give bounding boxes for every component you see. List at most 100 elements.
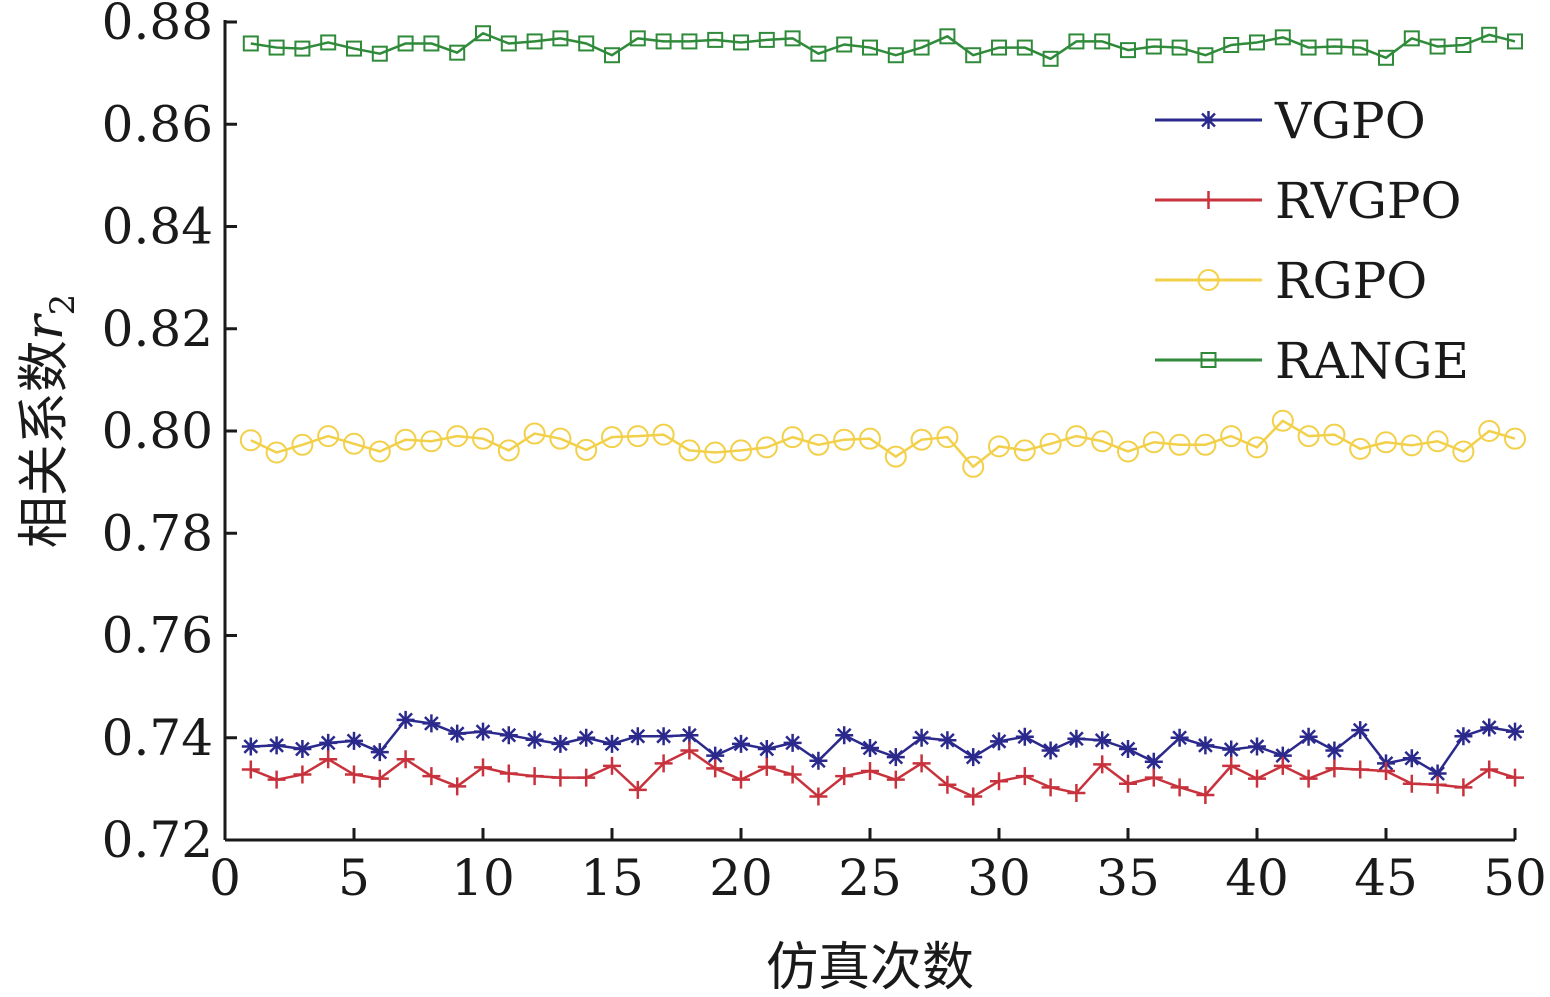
data-point (962, 455, 985, 478)
data-point (1428, 775, 1447, 794)
data-point (783, 765, 802, 784)
data-point (704, 441, 727, 464)
data-point (1507, 33, 1523, 50)
x-tick-label: 35 (1096, 849, 1160, 907)
data-point (732, 734, 750, 753)
data-point (1428, 764, 1447, 783)
series-line (250, 749, 1516, 798)
data-point (1299, 727, 1318, 746)
data-point (370, 743, 389, 762)
data-point (1197, 269, 1220, 291)
data-point (784, 30, 801, 47)
data-point (1403, 30, 1420, 47)
data-point (707, 31, 724, 48)
data-point (706, 759, 725, 778)
data-point (1199, 111, 1218, 129)
data-point (1378, 49, 1394, 66)
data-point (1220, 425, 1243, 448)
data-point (758, 31, 775, 48)
data-point (1170, 728, 1189, 747)
data-point (1426, 430, 1449, 453)
data-point (1377, 761, 1395, 780)
y-axis-title-text: 相关系数 (15, 340, 75, 548)
data-point (1117, 440, 1139, 463)
data-point (884, 445, 907, 468)
data-point (681, 33, 698, 50)
series-line (250, 31, 1516, 61)
data-point (475, 25, 491, 42)
x-tick-label: 15 (580, 849, 644, 907)
y-tick-label: 0.82 (102, 300, 213, 358)
data-point (1400, 434, 1423, 457)
data-point (886, 770, 905, 789)
data-point (733, 34, 749, 51)
legend-label: RANGE (1275, 332, 1469, 390)
y-tick-label: 0.76 (102, 607, 213, 665)
data-point (420, 430, 443, 453)
data-point (396, 710, 415, 729)
data-point (1455, 37, 1472, 54)
data-point (783, 733, 802, 752)
data-point (886, 748, 905, 767)
data-point (267, 770, 286, 789)
data-point (1200, 352, 1217, 368)
data-point (319, 733, 338, 752)
data-point (293, 739, 312, 758)
data-point (732, 770, 750, 789)
legend-item-rgpo: RGPO (1155, 252, 1427, 310)
data-point (1094, 33, 1111, 50)
data-point (835, 726, 854, 745)
x-tick-label: 25 (838, 849, 902, 907)
data-point (446, 425, 469, 448)
data-point (1325, 759, 1344, 778)
data-point (1480, 718, 1499, 737)
y-tick-label: 0.84 (102, 198, 213, 256)
series-vgpo (241, 710, 1524, 783)
data-point (1119, 774, 1137, 793)
data-point (629, 30, 646, 47)
legend-item-rvgpo: RVGPO (1155, 172, 1462, 230)
data-point (1093, 755, 1112, 774)
data-point (781, 426, 804, 449)
data-point (1454, 778, 1473, 797)
data-point (730, 439, 752, 462)
data-point (239, 429, 262, 452)
data-point (1223, 37, 1240, 54)
series-range (242, 25, 1523, 67)
data-point (1323, 423, 1346, 446)
x-axis-title: 仿真次数 (766, 938, 974, 997)
data-point (604, 47, 620, 64)
data-point (1120, 42, 1136, 59)
data-point (807, 433, 830, 456)
data-point (1454, 727, 1473, 746)
data-point (474, 758, 492, 777)
x-tick-label: 5 (338, 849, 370, 907)
legend-item-vgpo: VGPO (1155, 92, 1426, 150)
data-point (345, 765, 363, 784)
data-point (1196, 736, 1215, 755)
y-tick-label: 0.80 (102, 402, 213, 460)
data-point (1091, 430, 1114, 453)
data-point (552, 30, 569, 47)
data-point (526, 33, 543, 50)
data-point (757, 739, 776, 758)
data-point (1299, 769, 1318, 788)
data-point (449, 44, 466, 61)
data-point (887, 47, 904, 64)
data-point (1068, 33, 1085, 50)
data-point (396, 750, 415, 769)
data-point (1248, 769, 1266, 788)
data-point (1067, 783, 1086, 802)
data-point (861, 738, 879, 757)
data-point (1273, 746, 1292, 765)
y-tick-label: 0.78 (102, 504, 213, 562)
data-point (1452, 440, 1475, 463)
data-point (912, 728, 931, 747)
data-point (1506, 768, 1524, 787)
data-point (472, 427, 494, 450)
data-point (1249, 34, 1265, 51)
data-point (1326, 38, 1343, 55)
y-axis-title-variable: r (15, 312, 75, 340)
data-point (448, 777, 467, 796)
